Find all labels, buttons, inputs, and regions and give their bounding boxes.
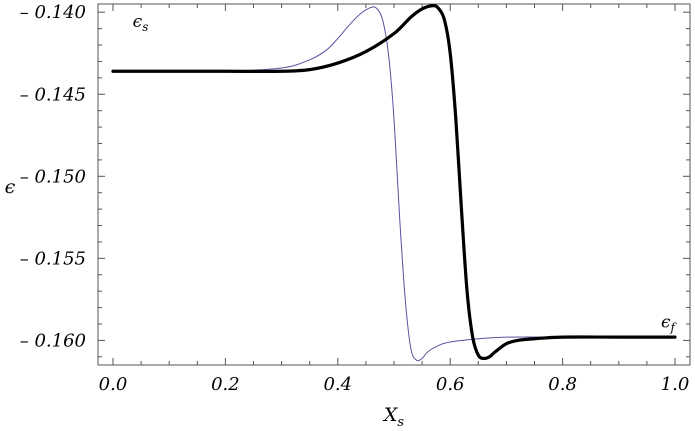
axis-ticks — [98, 4, 690, 365]
y-axis-label: ϵ — [5, 176, 16, 198]
annotation-main: ϵ — [133, 12, 143, 32]
y-tick-label: – 0.145 — [20, 84, 86, 105]
series-layer — [111, 4, 677, 362]
x-axis-label: Xs — [382, 404, 405, 430]
annotation-sub: s — [142, 20, 148, 34]
annotation-main: ϵ — [661, 312, 671, 332]
x-tick-label: 0.0 — [99, 374, 128, 395]
series-line-thin — [112, 6, 676, 362]
y-tick-label: – 0.160 — [20, 330, 86, 351]
x-tick-label: 0.6 — [436, 374, 465, 395]
x-tick-label: 0.2 — [211, 374, 240, 395]
x-tick-label: 0.8 — [548, 374, 577, 395]
plot-frame — [97, 3, 691, 366]
annotation-sub: f — [669, 320, 677, 334]
y-tick-label: – 0.155 — [20, 248, 86, 269]
annotation-epsilon-s: ϵs — [133, 12, 149, 34]
y-tick-label: – 0.150 — [20, 166, 86, 187]
x-tick-label: 1.0 — [661, 374, 690, 395]
tick-labels: 0.0 0.2 0.4 0.6 0.8 1.0 – 0.140 – 0.145 – 0.150 –… — [20, 2, 690, 395]
annotation-epsilon-f: ϵf — [661, 312, 678, 334]
y-tick-label: – 0.140 — [20, 2, 86, 23]
series-line-thick — [111, 4, 677, 361]
x-tick-label: 0.4 — [323, 374, 352, 395]
